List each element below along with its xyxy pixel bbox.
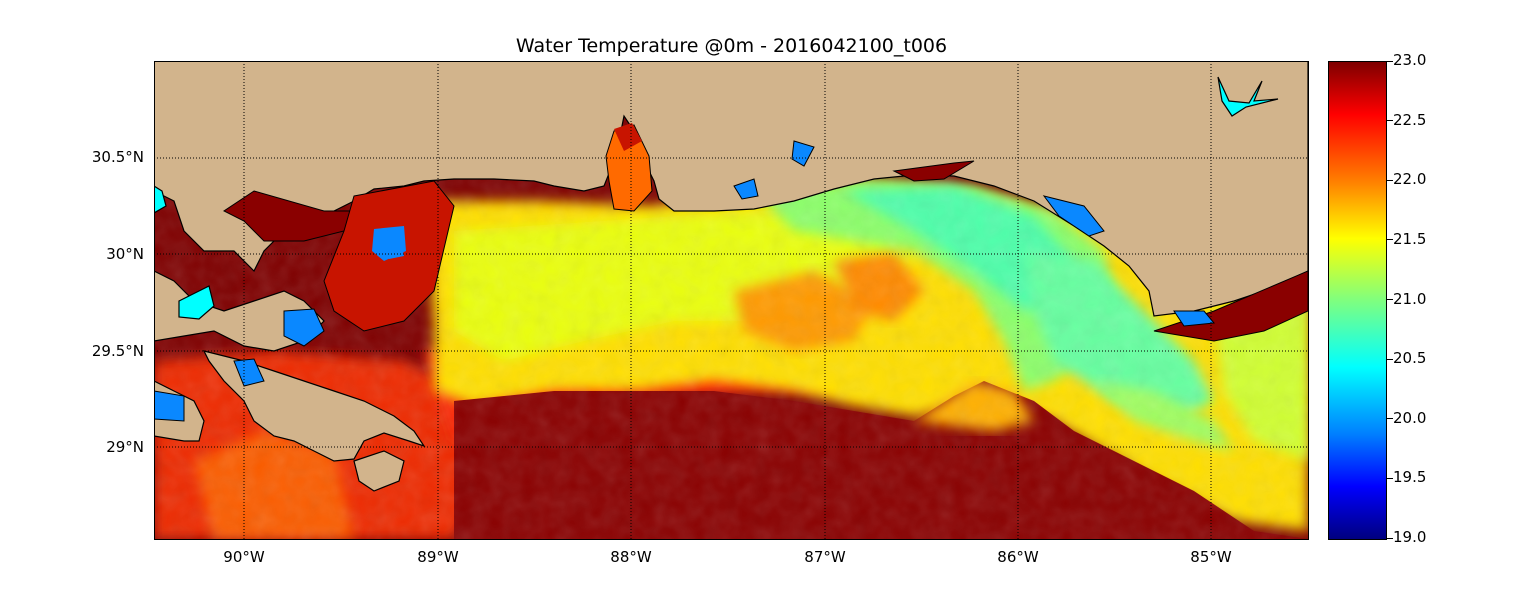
lon-label-90w: 90°W xyxy=(223,548,265,566)
colorbar-tick xyxy=(1387,359,1393,360)
lake-edge xyxy=(154,185,167,214)
lon-label-89w: 89°W xyxy=(417,548,459,566)
lon-label-88w: 88°W xyxy=(610,548,652,566)
colorbar-label: 20.0 xyxy=(1393,409,1427,427)
colorbar-label: 21.0 xyxy=(1393,290,1427,308)
mississippi-river-land xyxy=(353,450,405,492)
colorbar-tick xyxy=(1387,239,1393,240)
lon-label-86w: 86°W xyxy=(997,548,1039,566)
colorbar-label: 20.5 xyxy=(1393,349,1427,367)
lon-label-87w: 87°W xyxy=(804,548,846,566)
colorbar-label: 22.5 xyxy=(1393,111,1427,129)
lake-west xyxy=(178,285,215,320)
colorbar-tick xyxy=(1387,538,1393,539)
colorbar-label: 21.5 xyxy=(1393,230,1427,248)
temperature-map[interactable] xyxy=(154,61,1308,539)
lon-label-85w: 85°W xyxy=(1190,548,1232,566)
colorbar-tick xyxy=(1387,120,1393,121)
lat-label-30-5: 30.5°N xyxy=(91,148,144,166)
colorbar-tick xyxy=(1387,478,1393,479)
colorbar-tick xyxy=(1387,418,1393,419)
lake-east xyxy=(1217,76,1279,117)
colorbar-label: 19.0 xyxy=(1393,528,1427,546)
colorbar xyxy=(1328,61,1387,540)
temperature-field xyxy=(154,61,1308,539)
lat-label-29: 29°N xyxy=(106,438,144,456)
lat-label-30: 30°N xyxy=(106,245,144,263)
colorbar-tick xyxy=(1387,61,1393,62)
colorbar-label: 23.0 xyxy=(1393,51,1427,69)
colorbar-tick xyxy=(1387,180,1393,181)
colorbar-label: 19.5 xyxy=(1393,468,1427,486)
graticule xyxy=(154,61,1308,539)
colorbar-tick xyxy=(1387,299,1393,300)
map-title: Water Temperature @0m - 2016042100_t006 xyxy=(515,35,948,57)
colorbar-label: 22.0 xyxy=(1393,170,1427,188)
lat-label-29-5: 29.5°N xyxy=(91,342,144,360)
